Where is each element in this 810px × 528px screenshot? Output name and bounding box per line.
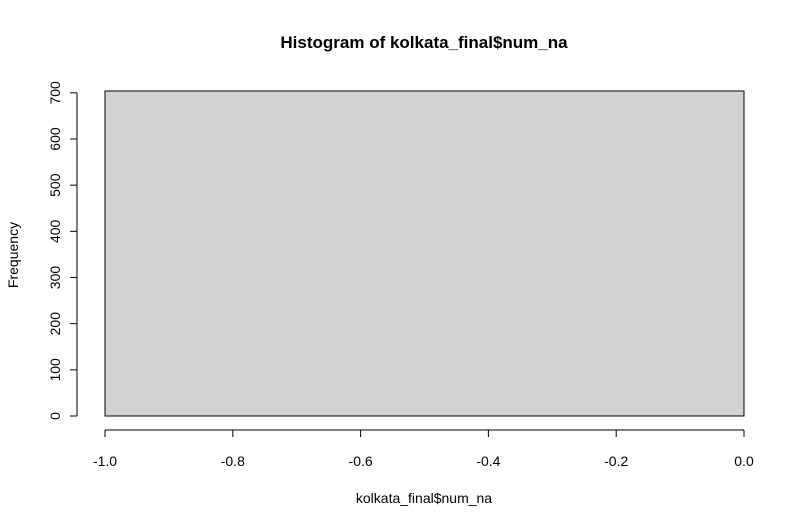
x-tick-label: -0.4 (476, 453, 500, 469)
x-tick-label: -0.2 (604, 453, 628, 469)
chart-title: Histogram of kolkata_final$num_na (280, 33, 568, 52)
histogram-bar (104, 90, 745, 417)
y-tick-label: 100 (47, 358, 63, 382)
x-tick-label: -1.0 (93, 453, 117, 469)
y-tick-label: 0 (47, 412, 63, 420)
x-tick-label: -0.8 (221, 453, 245, 469)
y-tick-label: 700 (47, 81, 63, 105)
y-tick-label: 200 (47, 312, 63, 336)
y-axis: 0 100 200 300 400 500 600 700 (47, 81, 78, 420)
bars (104, 90, 745, 417)
y-tick-label: 600 (47, 127, 63, 151)
x-tick-label: -0.6 (349, 453, 373, 469)
y-axis-label: Frequency (5, 222, 21, 288)
x-axis-label: kolkata_final$num_na (356, 490, 492, 506)
y-tick-label: 300 (47, 266, 63, 290)
x-axis: -1.0 -0.8 -0.6 -0.4 -0.2 0.0 (93, 429, 754, 469)
x-tick-label: 0.0 (734, 453, 754, 469)
y-tick-label: 400 (47, 219, 63, 243)
y-tick-label: 500 (47, 173, 63, 197)
